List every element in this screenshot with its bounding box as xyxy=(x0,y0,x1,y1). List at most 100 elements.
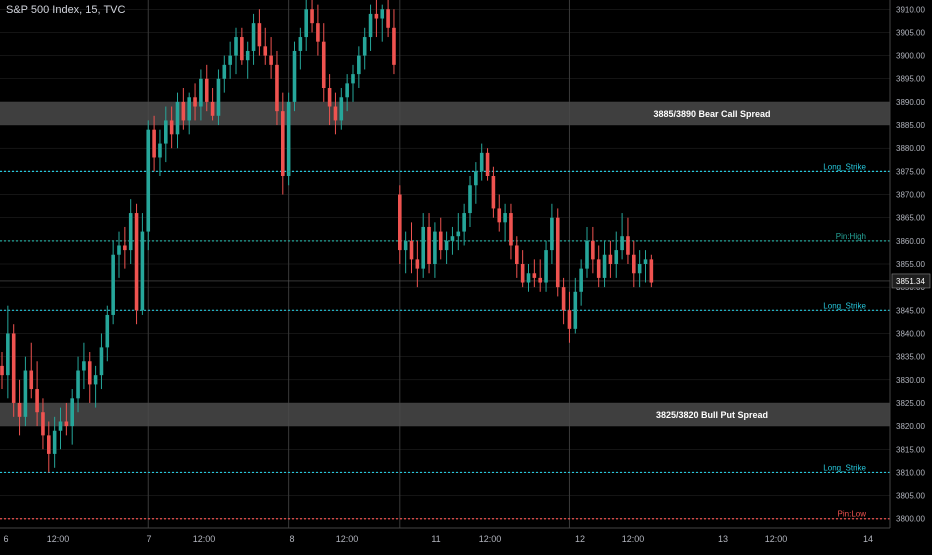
candle-body xyxy=(520,264,525,283)
candle-body xyxy=(532,273,537,278)
candle-body xyxy=(637,264,642,274)
candle-body xyxy=(140,231,145,311)
price-tick: 3885.00 xyxy=(896,121,925,130)
candle-body xyxy=(134,213,139,311)
candle-body xyxy=(362,37,367,56)
candle-body xyxy=(310,9,314,24)
candle-body xyxy=(245,50,250,61)
candle-body xyxy=(456,231,461,237)
candle-body xyxy=(374,13,379,19)
candle-body xyxy=(398,194,402,251)
candle-body xyxy=(333,106,338,121)
candle-body xyxy=(339,97,344,121)
candle-body xyxy=(409,240,414,260)
candle-body xyxy=(175,101,180,135)
candle-body xyxy=(386,9,390,28)
candle-body xyxy=(82,361,86,371)
price-tick: 3810.00 xyxy=(896,468,925,477)
candle-body xyxy=(427,226,431,264)
candle-body xyxy=(128,213,133,251)
candle-body xyxy=(304,9,308,38)
candle-body xyxy=(222,64,227,79)
candle-body xyxy=(503,213,507,223)
candle-body xyxy=(649,259,654,283)
candle-body xyxy=(52,430,57,454)
candle-body xyxy=(164,120,168,144)
candle-body xyxy=(403,240,408,251)
candle-body xyxy=(479,152,484,172)
candle-body xyxy=(47,435,51,454)
candle-body xyxy=(368,13,373,38)
candle-body xyxy=(550,217,554,251)
price-tick: 3900.00 xyxy=(896,52,925,61)
candle-body xyxy=(99,347,104,376)
price-tick: 3910.00 xyxy=(896,5,925,14)
time-tick: 12:00 xyxy=(765,534,788,544)
candle-body xyxy=(602,254,607,278)
candle-body xyxy=(64,421,69,427)
candle-body xyxy=(0,365,4,376)
candle-body xyxy=(257,23,262,47)
last-price-tag xyxy=(891,273,931,289)
candle-body xyxy=(561,287,566,311)
candle-body xyxy=(292,50,297,102)
price-tick: 3870.00 xyxy=(896,191,925,200)
time-tick: 12:00 xyxy=(47,534,70,544)
price-tick: 3860.00 xyxy=(896,237,925,246)
candle-body xyxy=(579,268,583,292)
level-label: Pin:High xyxy=(836,232,866,241)
candle-body xyxy=(240,37,244,61)
candle-body xyxy=(620,236,624,251)
candle-body xyxy=(181,101,186,121)
price-tick: 3905.00 xyxy=(896,28,925,37)
price-tick: 3825.00 xyxy=(896,399,925,408)
candle-body xyxy=(433,231,437,264)
candle-body xyxy=(380,9,385,19)
candle-body xyxy=(105,314,110,348)
candle-body xyxy=(35,389,39,413)
candle-body xyxy=(316,23,320,42)
time-tick: 14 xyxy=(863,534,873,544)
candle-body xyxy=(216,78,221,116)
candle-body xyxy=(87,361,92,385)
candle-body xyxy=(462,213,466,232)
candle-body xyxy=(485,152,490,176)
candle-body xyxy=(526,273,531,283)
zone-label: 3885/3890 Bear Call Spread xyxy=(653,109,770,119)
candle-body xyxy=(632,254,636,274)
level-label: Pin:Low xyxy=(838,510,867,519)
candle-body xyxy=(555,217,560,288)
candle-body xyxy=(281,111,285,176)
candle-body xyxy=(158,143,162,158)
candle-body xyxy=(199,78,203,107)
candle-body xyxy=(234,37,238,56)
candle-body xyxy=(567,310,572,329)
candle-body xyxy=(298,37,303,51)
candle-body xyxy=(608,254,613,264)
candle-body xyxy=(228,55,232,65)
time-tick: 12:00 xyxy=(193,534,216,544)
candle-body xyxy=(515,245,519,264)
spread-zone xyxy=(0,101,890,126)
time-tick: 12 xyxy=(575,534,585,544)
candle-body xyxy=(444,240,449,251)
time-tick: 11 xyxy=(431,534,440,544)
candle-body xyxy=(70,398,74,427)
price-tick: 3890.00 xyxy=(896,98,925,107)
spread-zone xyxy=(0,402,890,427)
candle-body xyxy=(41,412,45,436)
candle-body xyxy=(509,213,513,246)
candle-body xyxy=(76,370,80,399)
candle-body xyxy=(392,27,396,65)
price-tick: 3840.00 xyxy=(896,329,925,338)
candle-body xyxy=(11,333,16,403)
candle-body xyxy=(626,236,630,255)
candle-body xyxy=(538,277,542,283)
price-tick: 3875.00 xyxy=(896,167,925,176)
level-label: Long_Strike xyxy=(823,162,866,171)
candle-body xyxy=(17,402,22,417)
candle-body xyxy=(415,259,420,269)
price-tick: 3880.00 xyxy=(896,144,925,153)
